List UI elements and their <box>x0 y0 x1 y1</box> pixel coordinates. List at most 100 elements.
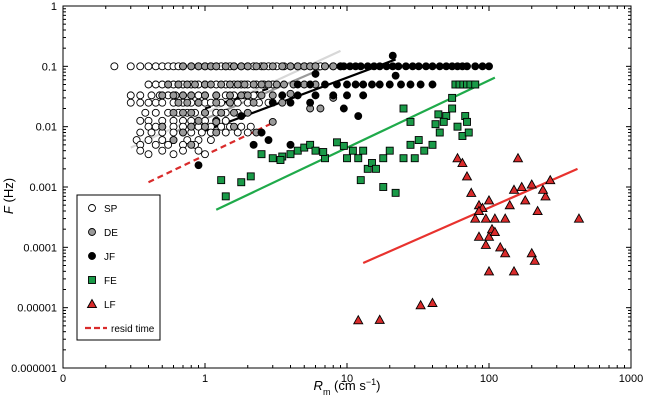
data-point-sp <box>194 91 203 100</box>
data-point-jf <box>406 80 415 89</box>
data-point-sp <box>169 150 178 159</box>
data-point-jf <box>414 62 423 71</box>
data-point-de <box>226 80 234 89</box>
data-point-jf <box>336 62 345 71</box>
data-point-de <box>243 62 252 71</box>
data-point-jf <box>351 80 360 89</box>
data-point-de <box>272 80 281 89</box>
data-point-de <box>226 98 234 107</box>
data-point-de <box>187 91 196 100</box>
data-point-de <box>179 128 187 137</box>
data-point-jf <box>422 62 430 71</box>
data-point-de <box>169 136 178 145</box>
legend-swatch <box>88 276 96 284</box>
data-point-fe <box>379 183 388 191</box>
data-point-fe <box>276 156 285 164</box>
data-point-sp <box>144 136 153 145</box>
data-point-fe <box>333 138 341 147</box>
data-point-fe <box>453 122 462 131</box>
data-point-fe <box>359 146 368 155</box>
data-point-de <box>212 117 221 126</box>
data-point-sp <box>169 128 178 137</box>
data-point-de <box>233 80 242 89</box>
data-point-fe <box>379 154 388 163</box>
y-axis-title-symbol: F <box>1 205 16 214</box>
data-point-jf <box>391 71 400 80</box>
data-point-lf <box>461 170 473 181</box>
data-point-fe <box>268 154 277 163</box>
data-point-fe <box>406 140 415 149</box>
data-point-fe <box>354 154 363 163</box>
data-point-de <box>252 62 261 71</box>
data-point-jf <box>428 62 437 71</box>
data-point-jf <box>356 62 365 71</box>
data-point-lf <box>480 239 492 249</box>
legend-label: SP <box>104 204 118 215</box>
data-point-de <box>201 122 209 131</box>
data-point-de <box>179 108 187 117</box>
y-tick-label: 0.000001 <box>11 363 57 375</box>
data-point-de <box>194 98 203 107</box>
data-point-lf <box>483 265 495 276</box>
trend-line-7 <box>362 167 578 265</box>
data-point-de <box>280 80 288 89</box>
legend-item-1: SP <box>88 204 118 215</box>
data-point-fe <box>356 176 365 185</box>
data-point-jf <box>416 80 425 89</box>
data-point-lf <box>532 205 543 216</box>
data-point-sp <box>136 98 145 107</box>
data-point-jf <box>394 62 403 71</box>
data-point-jf <box>306 80 315 89</box>
data-point-de <box>286 62 295 71</box>
data-point-lf <box>457 157 468 168</box>
data-point-lf <box>512 152 524 163</box>
data-point-de <box>206 80 215 89</box>
data-point-sp <box>126 98 135 107</box>
data-point-fe <box>464 128 473 137</box>
y-tick-label: 0.001 <box>29 182 57 194</box>
data-point-sp <box>151 62 160 71</box>
data-point-lf <box>465 187 477 197</box>
data-point-lf <box>489 213 501 223</box>
data-point-de <box>259 62 268 71</box>
data-point-lf <box>529 255 541 265</box>
data-point-sp <box>151 98 160 107</box>
data-point-de <box>293 62 302 71</box>
data-point-de <box>183 80 192 89</box>
data-point-jf <box>375 80 384 89</box>
data-point-jf <box>354 112 363 120</box>
legend-box <box>76 194 161 341</box>
legend-item-5: LF <box>86 298 116 311</box>
series-lf <box>352 152 585 325</box>
x-tick-label: 10 <box>341 373 353 385</box>
y-axis-title-unit: (Hz) <box>1 178 16 206</box>
data-point-fe <box>399 104 408 113</box>
data-point-de <box>194 62 203 71</box>
data-point-de <box>183 98 192 107</box>
data-point-de <box>257 91 266 100</box>
data-point-de <box>201 108 209 117</box>
data-point-sp <box>126 91 135 100</box>
data-point-de <box>230 62 238 71</box>
data-point-jf <box>435 62 444 71</box>
data-point-jf <box>286 140 295 149</box>
data-point-de <box>286 89 295 98</box>
legend-label: resid time <box>111 324 155 335</box>
data-point-de <box>221 62 230 71</box>
data-point-lf <box>452 152 463 163</box>
data-point-jf <box>249 140 258 149</box>
data-point-de <box>187 140 196 149</box>
data-point-fe <box>237 178 246 187</box>
x-axis-title: Rm (cm s−1) <box>314 377 381 397</box>
data-point-de <box>174 80 183 89</box>
data-point-lf <box>519 194 531 205</box>
data-point-de <box>158 122 167 131</box>
data-point-jf <box>428 80 437 89</box>
data-point-jf <box>478 62 487 71</box>
data-point-jf <box>306 98 315 107</box>
data-point-de <box>257 80 266 89</box>
data-point-de <box>212 98 221 107</box>
data-point-lf <box>504 199 516 210</box>
data-point-lf <box>526 179 538 189</box>
